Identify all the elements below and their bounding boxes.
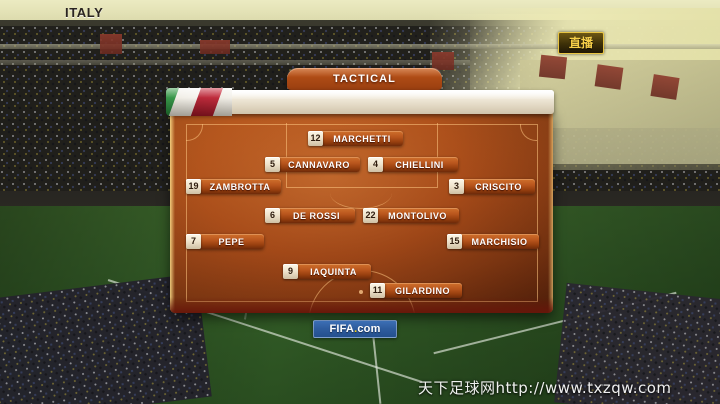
panel-left-glow — [170, 110, 175, 313]
lineup-panel — [170, 110, 553, 313]
player-number-badge: 4 — [368, 157, 383, 172]
stand-rail — [0, 44, 720, 49]
player-name-label: GILARDINO — [384, 283, 462, 298]
player-plate: 3 CRISCITO — [449, 179, 535, 194]
player-number-badge: 7 — [186, 234, 201, 249]
fifa-com-logo: FIFA.com — [313, 320, 397, 338]
player-name-label: MARCHISIO — [461, 234, 539, 249]
panel-bottom-shadow — [170, 297, 553, 313]
live-broadcast-label: 直播 — [568, 36, 593, 50]
pitch-diagram-penalty-arc — [330, 176, 392, 209]
player-name-label: CHIELLINI — [382, 157, 458, 172]
pitch-diagram-center-spot — [359, 290, 363, 294]
player-number-badge: 19 — [186, 179, 201, 194]
stadium-banner — [650, 74, 680, 100]
player-name-label: MONTOLIVO — [377, 208, 459, 223]
fifa-logo-text: FIFA.com — [329, 322, 381, 335]
flag-cylinder-shading — [166, 88, 232, 116]
stadium-banner — [432, 52, 454, 70]
stand-rail — [0, 60, 470, 65]
tab-tactical[interactable]: TACTICAL — [287, 68, 442, 90]
stadium-banner — [100, 34, 122, 54]
player-plate: 15 MARCHISIO — [447, 234, 539, 249]
stadium-banner — [594, 64, 624, 90]
player-name-label: PEPE — [200, 234, 264, 249]
player-plate: 9 IAQUINTA — [283, 264, 371, 279]
tab-tactical-label: TACTICAL — [333, 73, 396, 85]
player-name-label: CANNAVARO — [279, 157, 360, 172]
stadium-banner — [200, 40, 230, 54]
player-plate: 11 GILARDINO — [370, 283, 462, 298]
player-number-badge: 3 — [449, 179, 464, 194]
player-name-label: DE ROSSI — [279, 208, 355, 223]
player-plate: 7 PEPE — [186, 234, 264, 249]
player-plate: 5 CANNAVARO — [265, 157, 360, 172]
italy-flag-icon — [166, 88, 232, 116]
live-broadcast-badge: 直播 — [558, 32, 604, 54]
player-name-label: MARCHETTI — [322, 131, 403, 146]
player-number-badge: 9 — [283, 264, 298, 279]
team-title-bar — [168, 90, 554, 114]
player-number-badge: 6 — [265, 208, 280, 223]
player-name-label: CRISCITO — [463, 179, 535, 194]
player-number-badge: 5 — [265, 157, 280, 172]
player-number-badge: 12 — [308, 131, 323, 146]
site-watermark: 天下足球网http://www.txzqw.com — [418, 379, 672, 397]
player-plate: 6 DE ROSSI — [265, 208, 355, 223]
player-plate: 4 CHIELLINI — [368, 157, 458, 172]
player-number-badge: 15 — [447, 234, 462, 249]
player-plate: 22 MONTOLIVO — [363, 208, 459, 223]
player-number-badge: 22 — [363, 208, 378, 223]
stadium-banner — [538, 54, 568, 80]
panel-right-glow — [548, 110, 553, 313]
team-name: ITALY — [65, 4, 104, 20]
tab-tactical-gloss — [287, 68, 442, 77]
player-plate: 12 MARCHETTI — [308, 131, 403, 146]
player-name-label: ZAMBROTTA — [200, 179, 281, 194]
title-bar-gloss — [168, 90, 554, 99]
player-number-badge: 11 — [370, 283, 385, 298]
player-name-label: IAQUINTA — [297, 264, 371, 279]
player-plate: 19 ZAMBROTTA — [186, 179, 281, 194]
